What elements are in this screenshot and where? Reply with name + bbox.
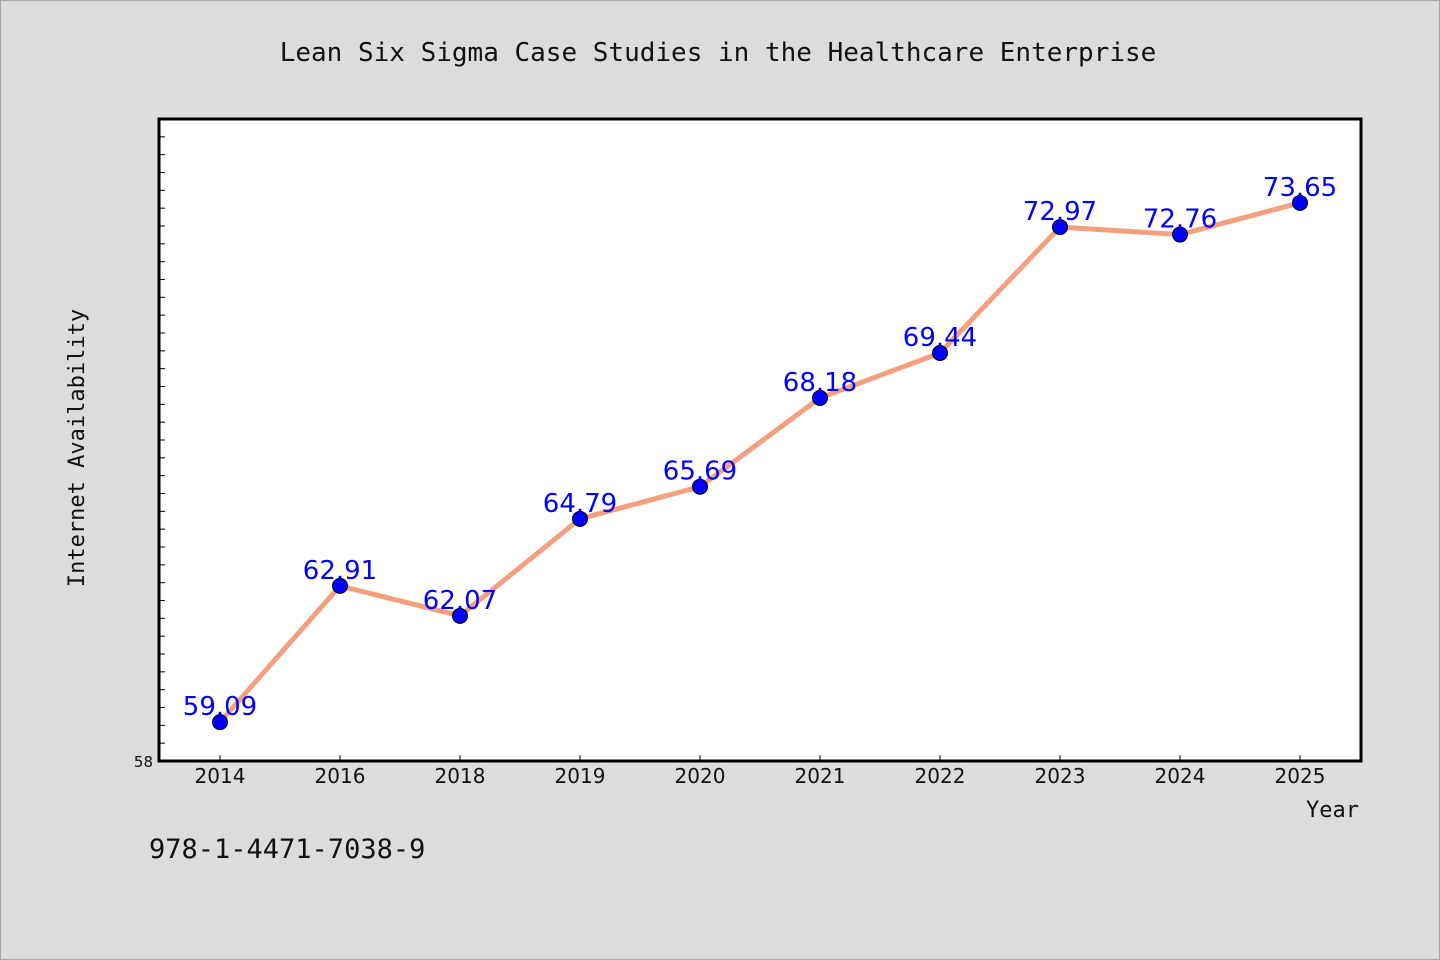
data-label: 68.18 — [783, 368, 857, 398]
data-label: 72.97 — [1023, 197, 1097, 227]
data-label: 62.07 — [423, 586, 497, 616]
data-point — [452, 607, 468, 624]
data-point — [692, 478, 708, 495]
data-point — [812, 389, 828, 406]
data-point — [1052, 219, 1068, 236]
series-line — [217, 200, 1303, 725]
isbn-footer: 978-1-4471-7038-9 — [149, 834, 426, 865]
data-label: 64.79 — [543, 489, 617, 519]
x-tick-label: 2022 — [915, 764, 966, 788]
data-point — [572, 510, 588, 527]
data-point — [212, 714, 228, 731]
data-label: 72.76 — [1143, 205, 1217, 235]
x-axis-ticks — [219, 755, 1301, 761]
data-label: 65.69 — [663, 457, 737, 487]
x-tick-label: 2020 — [675, 764, 726, 788]
data-labels: 59.09 62.91 62.07 64.79 65.69 68.18 69.44 72.97… — [183, 173, 1337, 722]
data-point — [332, 577, 348, 594]
y-axis-label: Internet Availability — [65, 309, 90, 587]
x-tick-label: 2014 — [195, 764, 246, 788]
y-tick-label: 58 — [134, 753, 153, 771]
data-point — [1292, 194, 1308, 211]
x-axis-label: Year — [1306, 798, 1359, 823]
x-tick-label: 2018 — [435, 764, 486, 788]
data-label: 59.09 — [183, 692, 257, 722]
data-label: 69.44 — [903, 323, 977, 353]
data-label: 73.65 — [1263, 173, 1337, 203]
y-axis-ticks — [159, 136, 165, 744]
series-markers — [212, 194, 1308, 731]
x-tick-label: 2024 — [1155, 764, 1206, 788]
x-tick-label: 2019 — [555, 764, 606, 788]
data-point — [932, 344, 948, 361]
x-tick-label: 2025 — [1275, 764, 1326, 788]
data-label: 62.91 — [303, 556, 377, 586]
chart-title: Lean Six Sigma Case Studies in the Healt… — [280, 38, 1157, 68]
x-tick-label: 2023 — [1035, 764, 1086, 788]
x-tick-labels: 2014 2016 2018 2019 2020 2021 2022 2023 2024 2025 — [195, 764, 1326, 788]
x-tick-label: 2016 — [315, 764, 366, 788]
data-point — [1172, 226, 1188, 243]
x-tick-label: 2021 — [795, 764, 846, 788]
plot-area — [157, 117, 1363, 763]
